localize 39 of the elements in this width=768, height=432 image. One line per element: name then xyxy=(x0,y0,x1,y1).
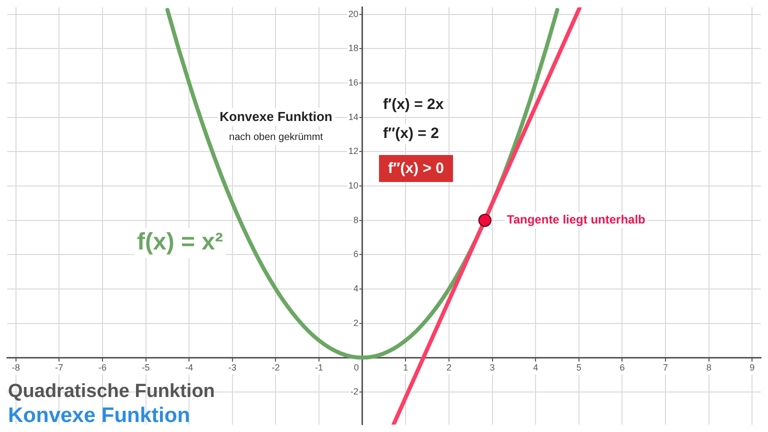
note-box: f″(x) > 0 xyxy=(379,155,453,182)
x-tick-label: -3 xyxy=(228,362,236,373)
x-tick-label: -2 xyxy=(272,362,280,373)
x-tick-label: -7 xyxy=(55,362,64,373)
y-tick-label: 2 xyxy=(353,318,358,328)
y-tick-label: 12 xyxy=(348,146,358,156)
series-label: f(x) = x² xyxy=(137,228,224,256)
y-tick-label: 18 xyxy=(348,43,358,54)
annotation: Tangente liegt unterhalb xyxy=(506,212,646,227)
x-tick-label: 9 xyxy=(750,362,755,373)
y-tick-label: -2 xyxy=(350,386,358,396)
annotation: nach oben gekrümmt xyxy=(227,131,325,145)
annotation: f′(x) = 2x xyxy=(381,95,446,115)
x-tick-label: 2 xyxy=(446,362,452,373)
x-tick-label: 5 xyxy=(576,362,582,373)
x-tick-label: 1 xyxy=(403,362,408,373)
y-tick-label: 14 xyxy=(348,112,358,122)
y-tick-label: 20 xyxy=(348,8,358,19)
x-tick-label: 6 xyxy=(620,362,625,373)
y-tick-label: 16 xyxy=(348,77,358,88)
y-tick-label: 4 xyxy=(353,283,358,294)
x-tick-label: -6 xyxy=(98,362,106,373)
x-tick-label: 0 xyxy=(354,362,359,373)
annotation: f″(x) = 2 xyxy=(381,124,441,144)
text: Quadratische Funktion xyxy=(8,381,215,403)
y-tick-label: 6 xyxy=(353,249,358,260)
x-tick-label: -1 xyxy=(315,362,324,373)
y-tick-label: 10 xyxy=(348,180,358,190)
x-tick-label: -4 xyxy=(185,362,194,373)
x-tick-label: -8 xyxy=(12,362,20,373)
annotation: Konvexe Funktion xyxy=(218,108,334,126)
x-tick-label: 7 xyxy=(663,362,668,373)
x-tick-label: 4 xyxy=(533,362,538,373)
y-tick-label: 8 xyxy=(353,214,358,225)
text: Konvexe Funktion xyxy=(8,404,190,428)
x-tick-label: -5 xyxy=(142,362,150,373)
annotation: f″(x) > 0 xyxy=(388,160,444,177)
x-tick-label: 8 xyxy=(706,362,712,373)
x-tick-label: 3 xyxy=(490,362,495,373)
